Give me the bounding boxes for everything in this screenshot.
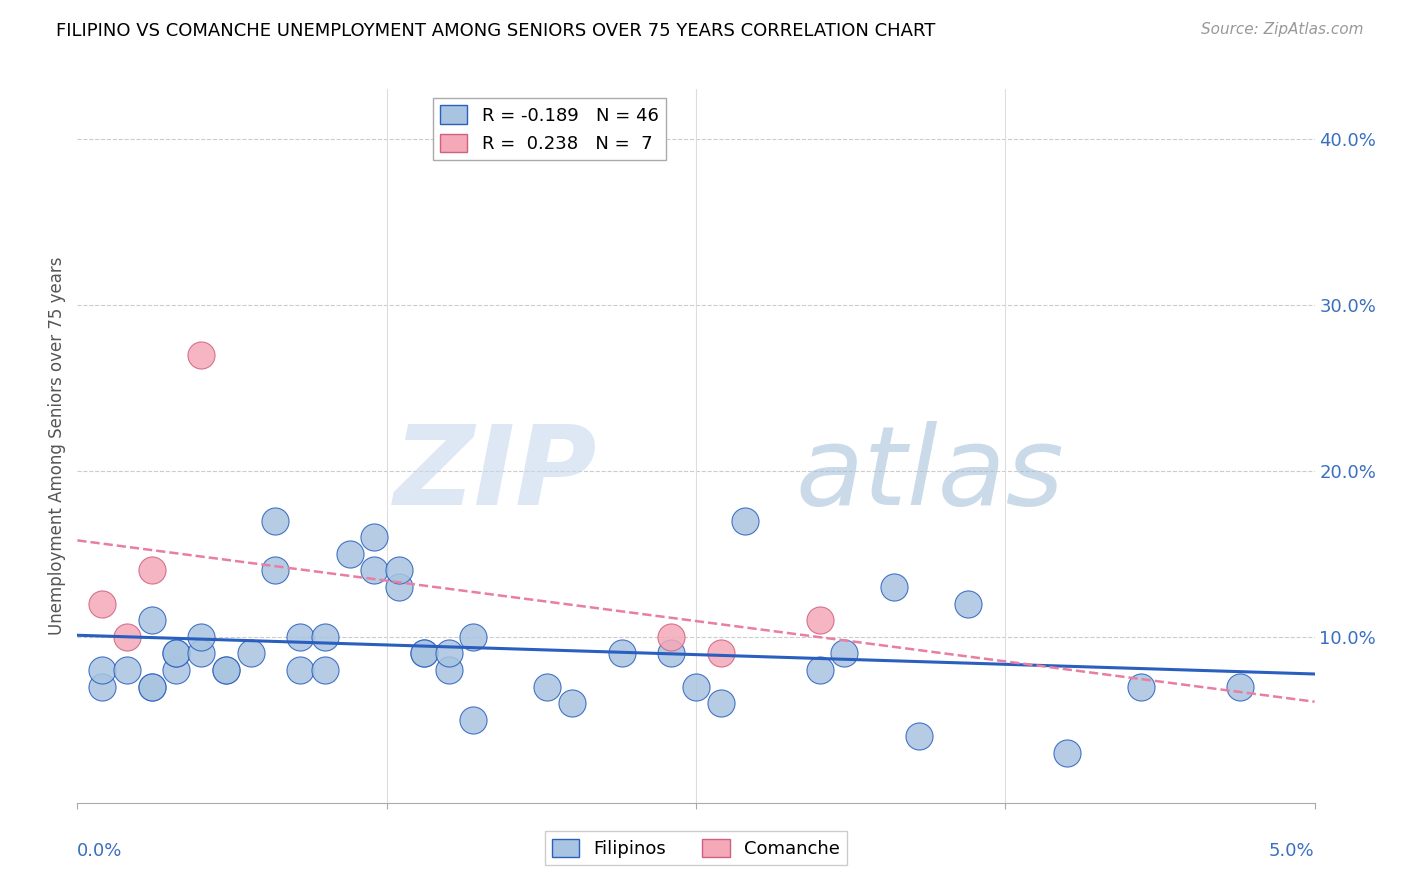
Point (190, 348, 212, 362)
Point (115, 663, 138, 677)
Point (215, 663, 238, 677)
Point (141, 564, 163, 578)
Text: 5.0%: 5.0% (1270, 842, 1315, 860)
Point (288, 663, 311, 677)
Point (363, 564, 385, 578)
Point (264, 564, 287, 578)
Point (610, 647, 633, 661)
Point (834, 647, 856, 661)
Point (388, 580, 411, 594)
Text: Source: ZipAtlas.com: Source: ZipAtlas.com (1201, 22, 1364, 37)
Point (91, 680, 114, 694)
Text: 0.0%: 0.0% (77, 842, 122, 860)
Point (264, 514, 287, 528)
Point (115, 630, 138, 644)
Point (536, 680, 558, 694)
Point (907, 730, 929, 744)
Text: atlas: atlas (794, 421, 1063, 528)
Point (1229, 680, 1251, 694)
Point (165, 647, 187, 661)
Point (412, 647, 434, 661)
Point (314, 663, 336, 677)
Point (710, 647, 733, 661)
Point (141, 680, 163, 694)
Y-axis label: Unemployment Among Seniors over 75 years: Unemployment Among Seniors over 75 years (48, 257, 66, 635)
Point (734, 514, 756, 528)
Point (190, 647, 212, 661)
Point (388, 564, 411, 578)
Point (91, 663, 114, 677)
Point (1130, 680, 1153, 694)
Point (165, 663, 187, 677)
Point (141, 613, 163, 627)
Point (363, 530, 385, 544)
Legend: Filipinos, Comanche: Filipinos, Comanche (546, 831, 846, 865)
Point (141, 680, 163, 694)
Point (463, 713, 485, 727)
Point (239, 647, 262, 661)
Point (659, 630, 682, 644)
Point (463, 630, 485, 644)
Point (561, 696, 583, 710)
Point (659, 647, 682, 661)
Point (437, 663, 460, 677)
Point (437, 647, 460, 661)
Point (1056, 746, 1078, 760)
Point (412, 647, 434, 661)
Text: FILIPINO VS COMANCHE UNEMPLOYMENT AMONG SENIORS OVER 75 YEARS CORRELATION CHART: FILIPINO VS COMANCHE UNEMPLOYMENT AMONG … (56, 22, 935, 40)
Point (808, 663, 831, 677)
Point (883, 580, 905, 594)
Point (685, 680, 707, 694)
Point (710, 696, 733, 710)
Point (339, 547, 361, 561)
Point (288, 630, 311, 644)
Point (314, 630, 336, 644)
Point (957, 597, 980, 611)
Point (91, 597, 114, 611)
Point (808, 613, 831, 627)
Text: ZIP: ZIP (394, 421, 598, 528)
Point (165, 647, 187, 661)
Point (215, 663, 238, 677)
Point (190, 630, 212, 644)
